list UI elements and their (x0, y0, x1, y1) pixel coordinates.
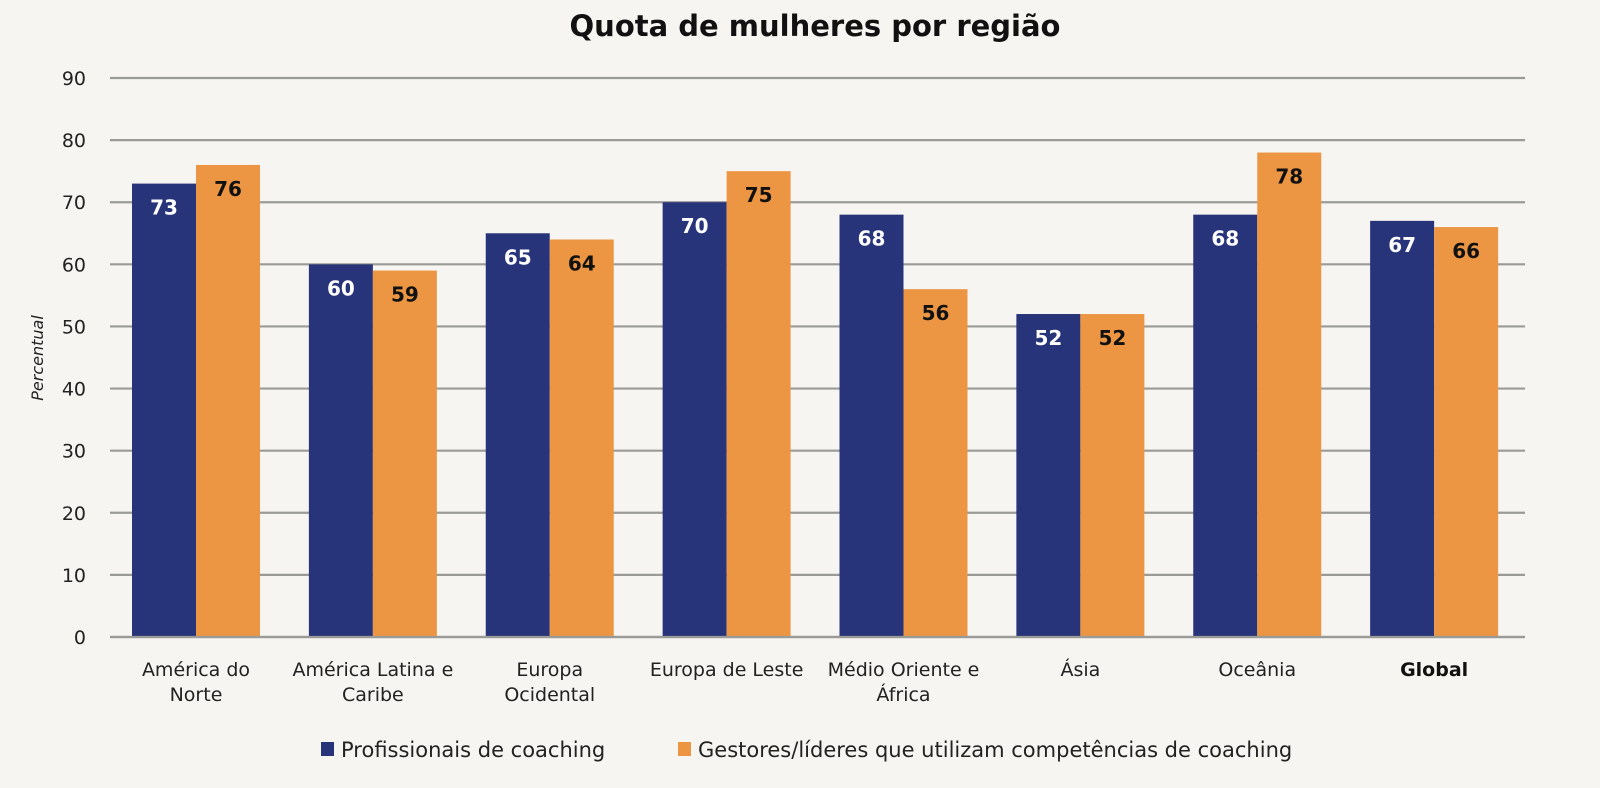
data-label: 65 (504, 245, 532, 269)
data-label: 75 (745, 183, 773, 207)
y-tick-label: 40 (62, 379, 86, 401)
data-label: 68 (858, 227, 886, 251)
bar-managers-leaders (1080, 314, 1145, 637)
bars: 73 76 60 59 65 64 70 75 68 56 52 52 68 78 67 66 (110, 152, 1525, 639)
y-tick-label: 20 (62, 503, 86, 525)
y-tick-label: 50 (62, 316, 86, 338)
bar-coaching-professionals (485, 233, 550, 637)
bar-managers-leaders (196, 164, 260, 637)
bar-coaching-professionals (662, 202, 727, 637)
data-label: 56 (922, 301, 950, 325)
category-label: América Latina e (292, 659, 453, 681)
chart-title: Quota de mulheres por região (570, 9, 1061, 43)
y-tick-label: 30 (62, 441, 86, 463)
category-label: Norte (170, 684, 223, 706)
bar-managers-leaders (903, 289, 968, 637)
category-label: Médio Oriente e (828, 659, 980, 681)
y-tick-label: 10 (62, 565, 86, 587)
data-label: 67 (1388, 233, 1416, 257)
data-label: 68 (1211, 227, 1239, 251)
bar-managers-leaders (549, 239, 614, 637)
data-label: 78 (1275, 165, 1303, 189)
category-label: África (876, 683, 930, 706)
data-label: 70 (681, 214, 709, 238)
y-tick-label: 60 (62, 254, 86, 276)
legend-swatch (678, 742, 691, 756)
data-label: 52 (1034, 326, 1062, 350)
category-label: Caribe (342, 684, 404, 706)
bar-coaching-professionals (1016, 314, 1081, 637)
bar-coaching-professionals (1370, 220, 1435, 637)
legend-label: Profissionais de coaching (341, 738, 605, 762)
bar-managers-leaders (1257, 152, 1322, 638)
y-tick-label: 70 (62, 192, 86, 214)
y-tick-label: 90 (62, 68, 86, 90)
bar-coaching-professionals (308, 264, 373, 637)
bar-managers-leaders (726, 171, 791, 637)
bar-managers-leaders (372, 270, 437, 637)
category-label: Global (1400, 659, 1468, 681)
category-label: Europa de Leste (650, 659, 804, 681)
legend: Profissionais de coaching Gestores/lídere… (321, 738, 1292, 762)
data-label: 73 (150, 196, 178, 220)
y-axis-label: Percentual (28, 315, 47, 401)
bar-coaching-professionals (839, 214, 904, 637)
y-tick-label: 0 (74, 627, 86, 649)
data-label: 76 (214, 177, 242, 201)
category-label: Oceânia (1218, 659, 1296, 681)
data-label: 64 (568, 251, 596, 275)
category-label: América do (142, 659, 250, 681)
category-label: Ocidental (504, 684, 595, 706)
data-label: 59 (391, 283, 419, 307)
x-axis-labels: América do Norte América Latina e Caribe Eur… (142, 658, 1468, 706)
data-label: 66 (1452, 239, 1480, 263)
category-label: Europa (516, 659, 583, 681)
legend-swatch (321, 742, 334, 756)
legend-label: Gestores/líderes que utilizam competênci… (698, 738, 1292, 762)
data-label: 52 (1098, 326, 1126, 350)
bar-coaching-professionals (1193, 214, 1258, 637)
y-tick-label: 80 (62, 130, 86, 152)
bar-coaching-professionals (132, 183, 196, 638)
data-label: 60 (327, 276, 355, 300)
category-label: Ásia (1060, 658, 1100, 681)
bar-managers-leaders (1434, 227, 1499, 638)
y-axis-ticks: 0 10 20 30 40 50 60 70 80 90 (62, 68, 86, 649)
